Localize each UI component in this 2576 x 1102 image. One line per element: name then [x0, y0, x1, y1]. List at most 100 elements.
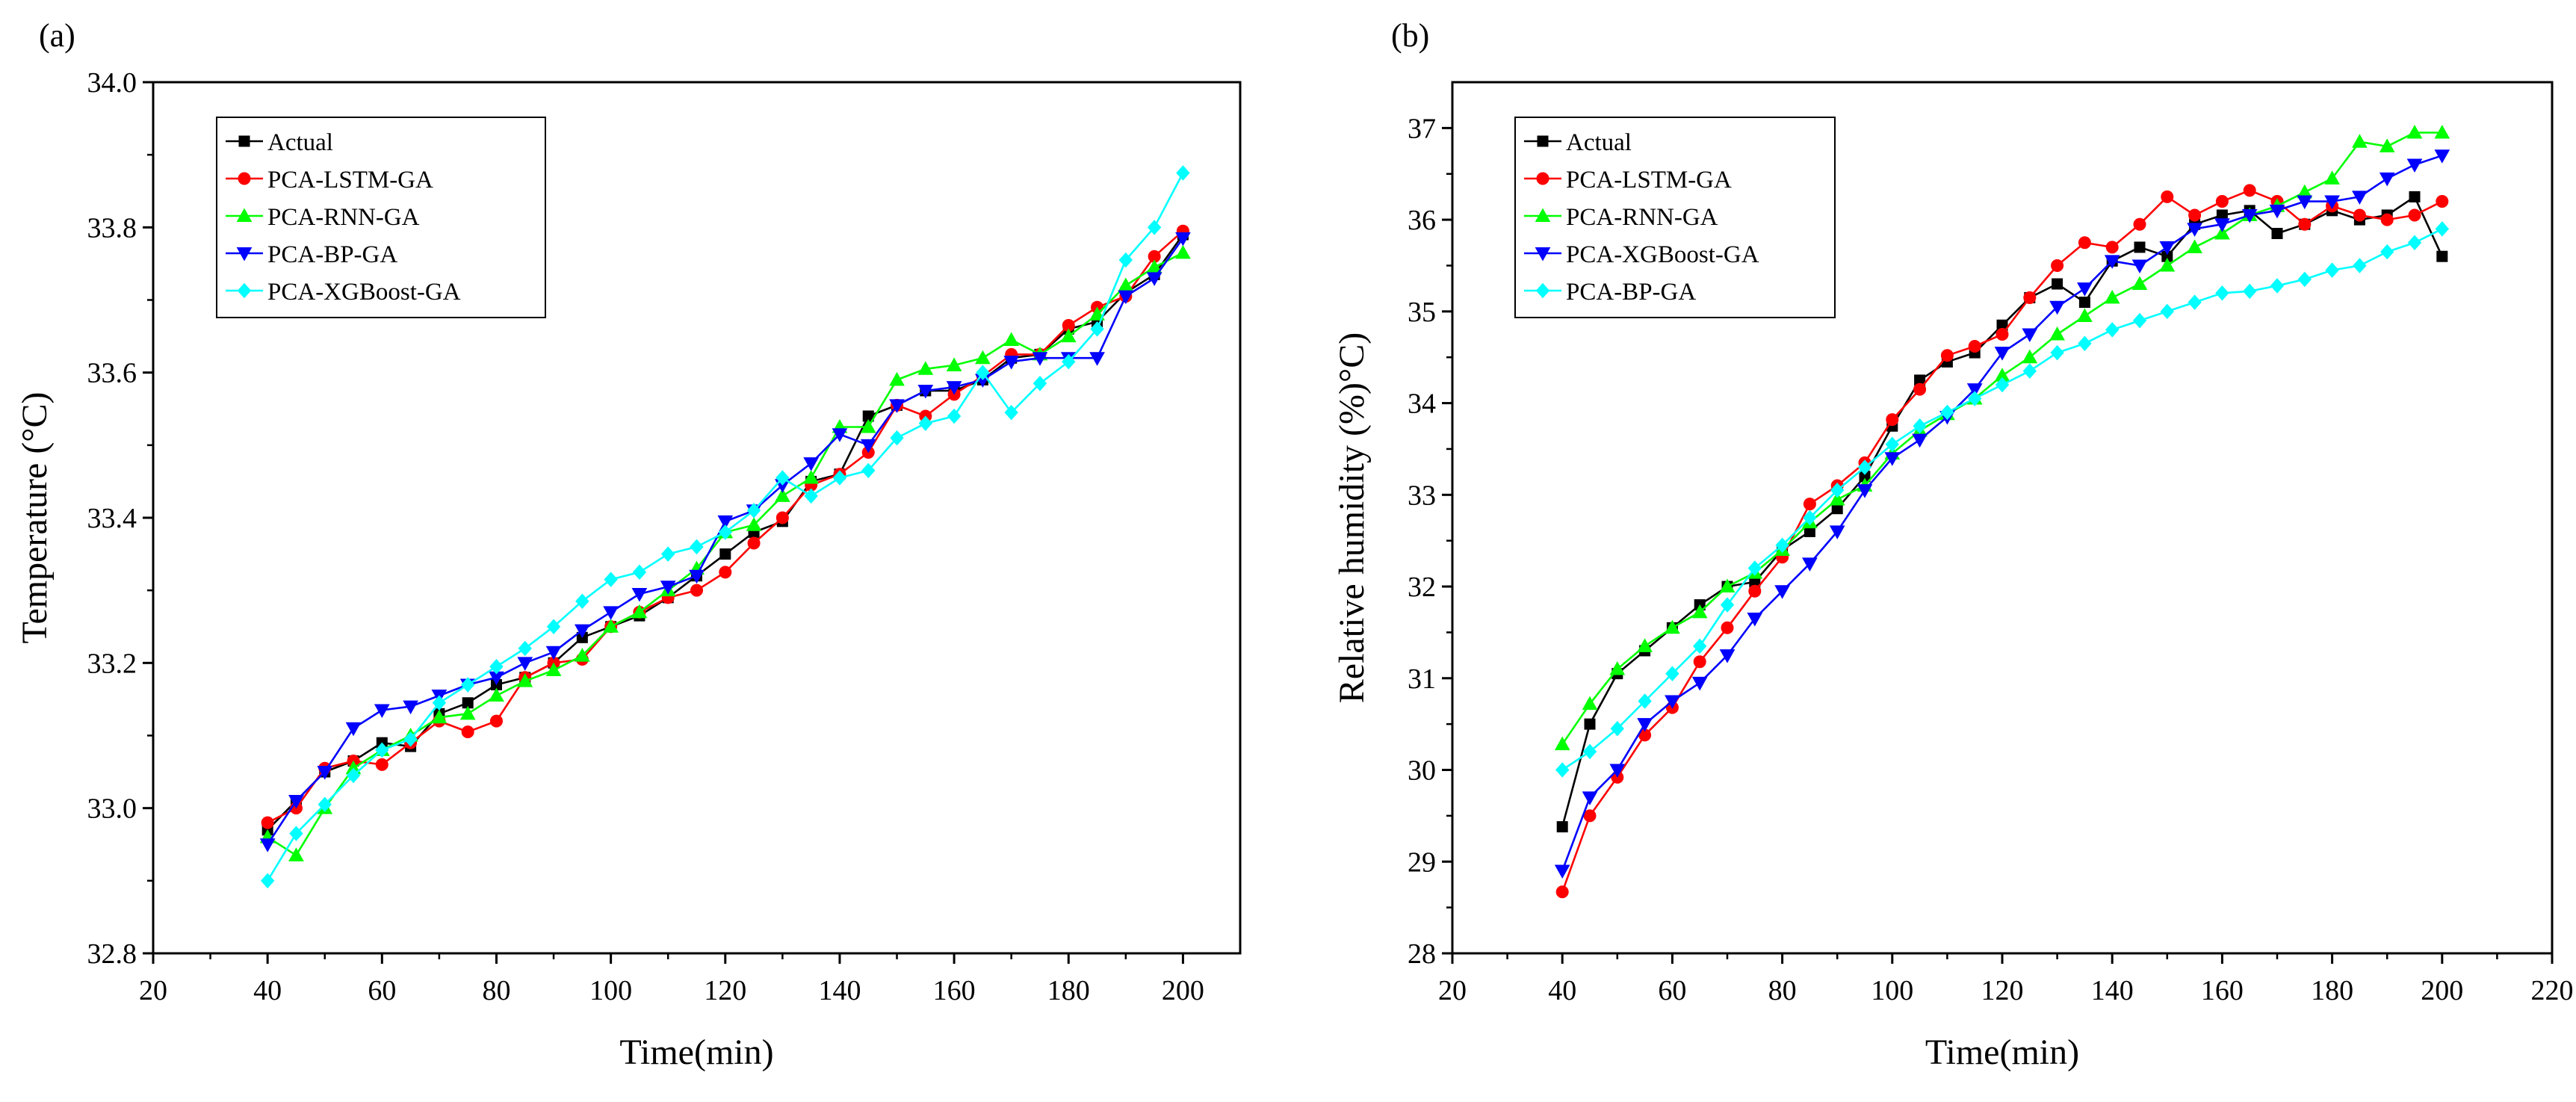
- data-point: [775, 488, 790, 502]
- data-point: [1175, 232, 1191, 247]
- data-point: [259, 838, 276, 852]
- data-point: [2133, 217, 2146, 231]
- data-point: [2406, 158, 2423, 173]
- y-tick-label: 35: [1408, 297, 1436, 328]
- panel-label: (b): [1391, 17, 1429, 54]
- data-point: [2435, 221, 2449, 237]
- data-point: [1774, 585, 1790, 599]
- legend-swatch-marker: [1536, 172, 1549, 185]
- data-point: [461, 677, 475, 693]
- legend-item-actual: Actual: [1524, 129, 1632, 156]
- data-point: [1968, 391, 1982, 406]
- data-point: [574, 624, 590, 639]
- data-point: [1583, 809, 1597, 823]
- x-tick-label: 140: [818, 975, 861, 1006]
- data-point: [2052, 278, 2063, 290]
- data-point: [2324, 170, 2340, 185]
- data-point: [1913, 418, 1927, 434]
- data-point: [1885, 436, 1899, 453]
- legend-item-pca-xgboost-ga: PCA-XGBoost-GA: [226, 279, 461, 306]
- data-point: [2078, 236, 2091, 250]
- data-point: [1554, 864, 1570, 879]
- data-point: [1146, 272, 1162, 286]
- data-point: [546, 619, 561, 634]
- y-tick-label: 34: [1408, 389, 1436, 420]
- y-tick-label: 36: [1408, 205, 1436, 236]
- data-point: [946, 381, 962, 395]
- data-point: [1884, 452, 1901, 466]
- data-point: [2134, 241, 2146, 253]
- data-point: [1118, 290, 1134, 305]
- data-point: [976, 365, 990, 380]
- x-tick-label: 220: [2531, 975, 2574, 1006]
- data-point: [2379, 138, 2395, 152]
- series-pca-lstm-ga: [1555, 184, 2449, 899]
- data-point: [345, 722, 362, 737]
- data-point: [1003, 332, 1020, 346]
- x-tick-label: 180: [2311, 975, 2353, 1006]
- series-line-pca-bp-ga: [267, 238, 1184, 845]
- data-point: [860, 419, 876, 433]
- data-point: [2051, 259, 2064, 272]
- legend: Actual PCA-LSTM-GA PCA-RNN-GA PCA-XGBoost-G…: [1514, 117, 1836, 318]
- data-point: [1886, 413, 1899, 427]
- x-tick-label: 140: [2091, 975, 2134, 1006]
- x-tick-label: 200: [1162, 975, 1204, 1006]
- data-point: [2353, 208, 2366, 222]
- data-point: [289, 826, 303, 841]
- data-point: [2243, 184, 2256, 197]
- data-point: [975, 350, 991, 365]
- data-point: [2104, 255, 2120, 269]
- x-tick-label: 80: [482, 975, 510, 1006]
- y-tick-label: 31: [1408, 663, 1436, 695]
- data-point: [1719, 649, 1736, 663]
- data-point: [1118, 277, 1134, 292]
- data-point: [1582, 743, 1597, 760]
- x-tick-label: 100: [1871, 975, 1913, 1006]
- data-point: [2105, 322, 2120, 338]
- legend-swatch-marker: [1535, 208, 1551, 222]
- data-point: [1830, 482, 1845, 498]
- data-point: [2353, 258, 2367, 273]
- data-point: [1609, 764, 1626, 778]
- panel-a: (a) 20 40 60 80 100 120 140 160 180 200 32.8 33.0 33.…: [15, 17, 1242, 1072]
- data-point: [746, 503, 761, 519]
- y-axis-title: Relative humidity (%)°C): [1332, 332, 1372, 703]
- data-point: [1090, 321, 1104, 337]
- data-point: [2325, 262, 2339, 278]
- data-point: [1582, 696, 1598, 711]
- data-point: [2049, 300, 2065, 315]
- data-point: [2297, 195, 2313, 210]
- data-point: [689, 569, 705, 584]
- data-point: [947, 408, 962, 424]
- data-point: [432, 695, 447, 711]
- data-point: [860, 439, 876, 454]
- y-tick-label: 34.0: [87, 67, 137, 99]
- y-tick-label: 28: [1408, 938, 1436, 970]
- x-tick-label: 200: [2421, 975, 2463, 1006]
- data-point: [719, 548, 731, 560]
- data-point: [2352, 134, 2368, 148]
- data-point: [1720, 597, 1735, 613]
- data-point: [603, 606, 619, 620]
- data-point: [1584, 718, 1596, 730]
- legend-box: [216, 117, 546, 318]
- legend-label: PCA-BP-GA: [1566, 279, 1696, 306]
- data-point: [1004, 404, 1018, 421]
- data-point: [1637, 718, 1653, 732]
- data-point: [690, 583, 703, 597]
- data-point: [517, 673, 533, 687]
- legend-item-pca-bp-ga: PCA-BP-GA: [1524, 279, 1696, 306]
- data-point: [917, 384, 934, 399]
- data-point: [2269, 204, 2285, 219]
- data-point: [803, 457, 820, 471]
- x-tick-label: 160: [2201, 975, 2244, 1006]
- data-point: [917, 361, 934, 375]
- data-point: [1857, 459, 1872, 475]
- data-point: [1610, 721, 1624, 737]
- y-tick-label: 33: [1408, 480, 1436, 511]
- data-point: [717, 515, 734, 530]
- legend: Actual PCA-LSTM-GA PCA-RNN-GA PCA-BP-GA PCA-…: [216, 117, 546, 318]
- data-point: [2132, 312, 2147, 329]
